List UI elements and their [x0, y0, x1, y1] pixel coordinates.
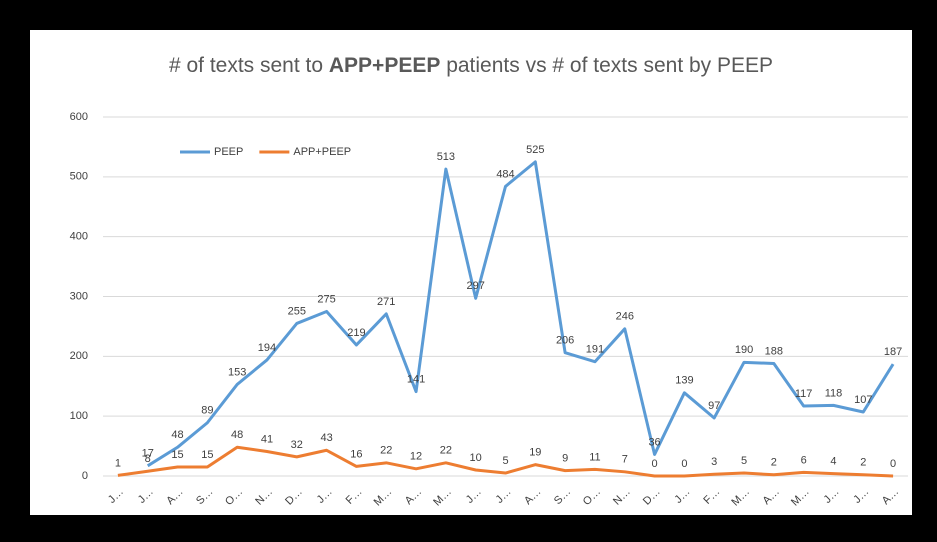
data-label: 19 — [529, 447, 541, 459]
data-label: 6 — [801, 454, 807, 466]
chart-title: # of texts sent to APP+PEEP patients vs … — [169, 54, 773, 77]
data-label: 32 — [291, 439, 303, 451]
data-label: 139 — [675, 375, 693, 387]
title-part: # of texts sent to — [169, 54, 329, 77]
data-label: 5 — [502, 455, 508, 467]
data-label: 297 — [467, 280, 485, 292]
data-label: 271 — [377, 296, 395, 308]
data-label: 8 — [145, 453, 151, 465]
series-line — [146, 160, 895, 468]
data-label: 191 — [586, 344, 604, 356]
data-label: 2 — [860, 457, 866, 469]
data-label: 153 — [228, 366, 246, 378]
data-label: 9 — [562, 453, 568, 465]
y-tick-label: 400 — [70, 231, 88, 243]
data-label: 187 — [884, 346, 902, 358]
data-label: 10 — [470, 452, 482, 464]
y-tick-label: 0 — [82, 470, 88, 482]
legend-label: PEEP — [214, 146, 243, 158]
data-label: 36 — [648, 436, 660, 448]
y-tick-label: 200 — [70, 350, 88, 362]
y-tick-label: 100 — [70, 410, 88, 422]
data-label: 107 — [854, 394, 872, 406]
data-label: 48 — [171, 429, 183, 441]
data-label: 194 — [258, 342, 276, 354]
series-line — [117, 445, 894, 478]
data-label: 141 — [407, 374, 425, 386]
data-label: 97 — [708, 400, 720, 412]
data-label: 43 — [320, 432, 332, 444]
data-label: 219 — [347, 327, 365, 339]
data-label: 117 — [795, 388, 813, 400]
data-label: 12 — [410, 451, 422, 463]
data-label: 246 — [616, 311, 634, 323]
y-tick-label: 500 — [70, 171, 88, 183]
y-tick-label: 600 — [70, 111, 88, 123]
data-label: 0 — [890, 458, 896, 470]
data-label: 118 — [825, 387, 843, 399]
data-label: 513 — [437, 151, 455, 163]
data-label: 15 — [201, 449, 213, 461]
data-label: 2 — [771, 457, 777, 469]
data-label: 525 — [526, 144, 544, 156]
data-label: 255 — [288, 305, 306, 317]
data-label: 15 — [171, 449, 183, 461]
data-label: 190 — [735, 344, 753, 356]
data-label: 0 — [681, 458, 687, 470]
data-label: 22 — [440, 445, 452, 457]
data-label: 3 — [711, 456, 717, 468]
data-label: 275 — [317, 293, 335, 305]
data-label: 188 — [765, 345, 783, 357]
data-label: 89 — [201, 405, 213, 417]
title-part: APP+PEEP — [329, 54, 440, 77]
legend-label: APP+PEEP — [293, 146, 351, 158]
data-label: 1 — [115, 457, 121, 469]
data-label: 48 — [231, 429, 243, 441]
data-label: 0 — [652, 458, 658, 470]
data-label: 16 — [350, 448, 362, 460]
data-label: 206 — [556, 335, 574, 347]
data-label: 5 — [741, 455, 747, 467]
data-label: 22 — [380, 445, 392, 457]
y-tick-label: 300 — [70, 290, 88, 302]
data-label: 7 — [622, 454, 628, 466]
data-label: 41 — [261, 433, 273, 445]
data-label: 4 — [830, 456, 836, 468]
title-part: patients vs # of texts sent by PEEP — [440, 54, 773, 77]
data-label: 17 — [142, 448, 154, 460]
data-label: 11 — [589, 451, 600, 463]
data-label: 484 — [496, 168, 514, 180]
